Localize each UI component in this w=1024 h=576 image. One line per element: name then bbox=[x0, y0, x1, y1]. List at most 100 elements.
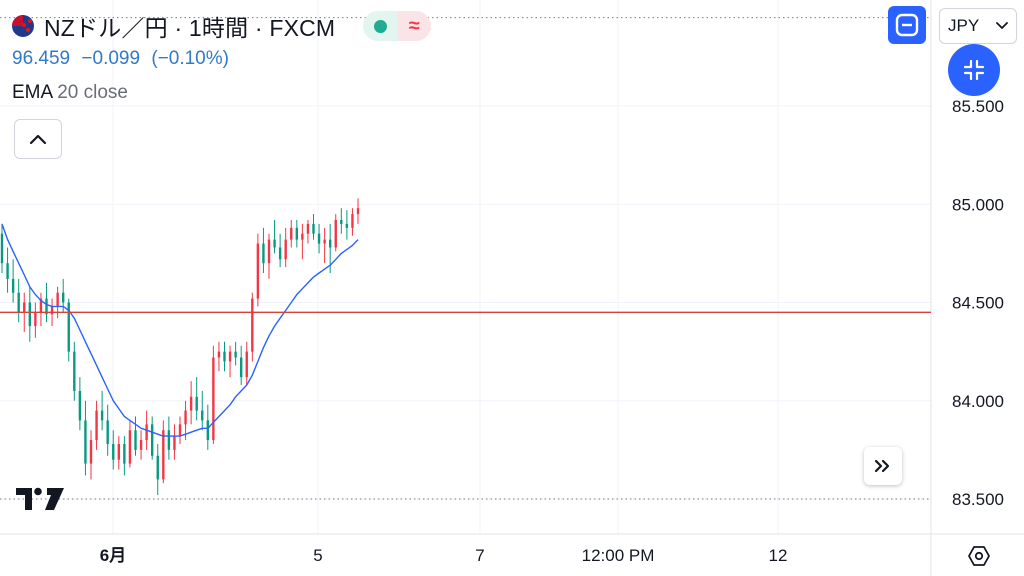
candle-body bbox=[206, 420, 210, 441]
candle-body bbox=[234, 351, 237, 358]
last-price: 96.459 bbox=[12, 48, 71, 69]
candle bbox=[150, 416, 154, 460]
candle bbox=[167, 416, 171, 460]
candle-body bbox=[356, 208, 360, 215]
candle-body bbox=[178, 424, 182, 437]
candle-body bbox=[267, 239, 271, 264]
candle bbox=[217, 341, 221, 372]
candle bbox=[128, 420, 132, 468]
candle bbox=[89, 430, 93, 480]
candle bbox=[173, 424, 176, 460]
quote-row: 96.459 −0.099 (−0.10%) bbox=[12, 48, 431, 70]
candle-body bbox=[167, 430, 171, 450]
fullscreen-icon bbox=[895, 13, 919, 37]
collapse-legend-button[interactable] bbox=[14, 119, 62, 159]
candle-body bbox=[56, 292, 59, 307]
indicator-name: EMA bbox=[12, 82, 54, 103]
candle bbox=[106, 404, 109, 456]
candle-body bbox=[340, 219, 343, 224]
wave-icon[interactable]: ≈ bbox=[397, 11, 432, 41]
candle bbox=[256, 233, 260, 307]
candle-body bbox=[95, 410, 98, 441]
candle-body bbox=[134, 430, 137, 450]
candle bbox=[78, 377, 82, 431]
candle-body bbox=[73, 351, 76, 391]
candle bbox=[95, 400, 98, 450]
ema-series bbox=[1, 223, 359, 437]
candle bbox=[284, 227, 287, 268]
symbol-title[interactable]: NZドル／円 · 1時間 · FXCM bbox=[44, 15, 336, 41]
candle-body bbox=[106, 420, 109, 444]
market-status[interactable]: ≈ bbox=[363, 11, 432, 41]
candle-body bbox=[317, 233, 321, 244]
currency-select-value: JPY bbox=[948, 16, 980, 35]
candle bbox=[306, 219, 310, 244]
fullscreen-button[interactable] bbox=[888, 6, 926, 44]
candle-body bbox=[117, 443, 121, 460]
market-open-dot-icon[interactable] bbox=[363, 11, 398, 41]
currency-select[interactable]: JPY bbox=[939, 8, 1017, 44]
candle bbox=[245, 341, 248, 386]
candle-body bbox=[290, 227, 293, 240]
candle-body bbox=[323, 239, 326, 244]
candle-body bbox=[212, 357, 215, 441]
candle-body bbox=[123, 443, 126, 464]
scroll-to-realtime-button[interactable] bbox=[864, 447, 902, 485]
tradingview-logo[interactable] bbox=[16, 486, 66, 517]
candle bbox=[212, 345, 215, 444]
time-tick-label: 7 bbox=[475, 546, 484, 565]
candle-body bbox=[312, 223, 315, 234]
axis-settings-button[interactable] bbox=[965, 542, 993, 570]
candle bbox=[45, 282, 48, 323]
candle-body bbox=[262, 243, 265, 264]
candle bbox=[123, 436, 126, 476]
time-tick-label: 12:00 PM bbox=[582, 546, 655, 565]
price-tick-label: 85.500 bbox=[952, 97, 1004, 116]
candle-body bbox=[112, 443, 115, 460]
candle bbox=[323, 227, 326, 264]
candle-body bbox=[17, 292, 20, 313]
candle-body bbox=[328, 239, 332, 248]
candle bbox=[262, 227, 265, 274]
candle bbox=[251, 292, 254, 362]
candle bbox=[73, 341, 76, 401]
candle bbox=[273, 219, 276, 254]
candle bbox=[334, 214, 337, 252]
candle bbox=[312, 214, 315, 240]
ema-line bbox=[1, 223, 359, 437]
double-chevron-right-icon bbox=[874, 459, 890, 473]
time-tick-label: 5 bbox=[313, 546, 322, 565]
candle-body bbox=[345, 223, 349, 228]
candle bbox=[39, 292, 43, 327]
candle bbox=[6, 247, 9, 293]
price-axis[interactable]: 85.500 85.000 84.500 84.000 83.500 bbox=[952, 97, 1004, 509]
candle bbox=[84, 400, 87, 476]
candle-body bbox=[11, 278, 15, 293]
candle-body bbox=[50, 306, 54, 315]
price-tick-label: 84.000 bbox=[952, 392, 1004, 411]
candle bbox=[189, 381, 193, 425]
candle-body bbox=[23, 302, 26, 313]
candle-body bbox=[184, 410, 187, 425]
candle-body bbox=[128, 430, 132, 464]
candle-body bbox=[173, 436, 176, 450]
candle bbox=[156, 443, 159, 496]
candle-body bbox=[39, 298, 43, 313]
exit-fullscreen-button[interactable] bbox=[948, 44, 1000, 96]
candle-body bbox=[156, 455, 159, 480]
shrink-icon bbox=[963, 59, 985, 81]
candle bbox=[356, 198, 360, 224]
candle bbox=[345, 210, 349, 240]
candle-body bbox=[195, 396, 198, 411]
symbol-row: NZドル／円 · 1時間 · FXCM ≈ bbox=[12, 10, 432, 42]
time-axis[interactable]: 6月 5 7 12:00 PM 12 bbox=[100, 546, 788, 565]
candle-body bbox=[100, 410, 104, 421]
candle-body bbox=[78, 390, 82, 421]
indicator-legend[interactable]: EMA 20 close bbox=[12, 82, 431, 104]
candle bbox=[112, 430, 115, 470]
candle bbox=[117, 436, 121, 470]
candle-body bbox=[351, 214, 354, 228]
candle-body bbox=[145, 424, 148, 441]
candle bbox=[11, 259, 15, 303]
